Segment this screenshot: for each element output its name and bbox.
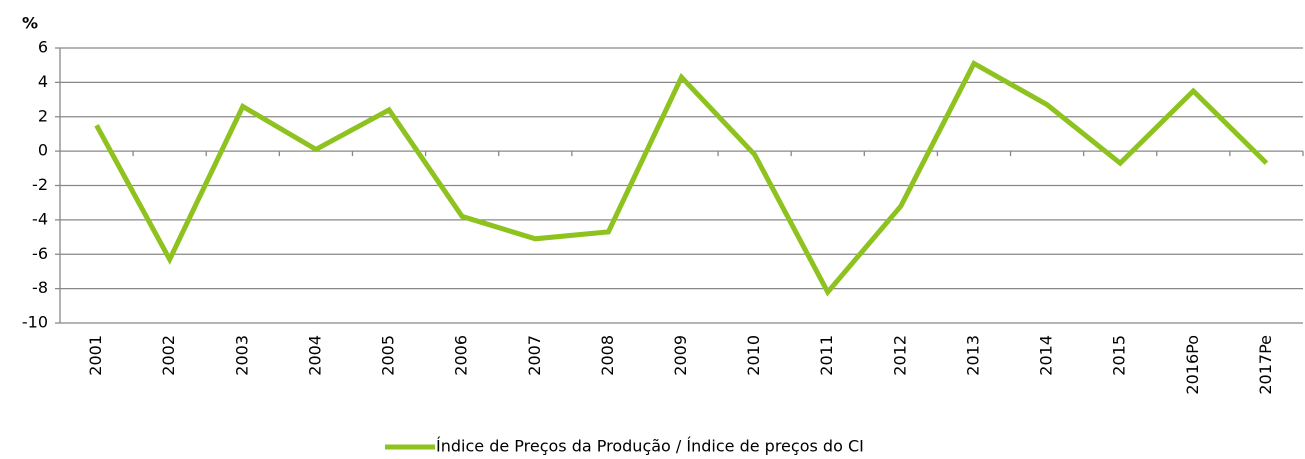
x-tick-label: 2005 — [379, 335, 398, 376]
y-tick-label: -2 — [32, 175, 48, 194]
x-tick-label: 2010 — [744, 335, 763, 376]
x-tick-label: 2012 — [890, 335, 909, 376]
x-tick-label: 2006 — [452, 335, 471, 376]
x-tick-label: 2014 — [1037, 335, 1056, 376]
y-tick-label: 4 — [38, 72, 48, 91]
y-tick-label: -4 — [32, 209, 48, 228]
x-tick-label: 2003 — [232, 335, 251, 376]
x-tick-label: 2011 — [817, 335, 836, 376]
x-tick-label: 2009 — [671, 335, 690, 376]
y-tick-label: -10 — [22, 313, 48, 332]
x-tick-label: 2001 — [86, 335, 105, 376]
y-tick-label: 2 — [38, 106, 48, 125]
y-tick-label: -6 — [32, 244, 48, 263]
y-tick-label: -8 — [32, 278, 48, 297]
x-tick-label: 2004 — [305, 335, 324, 376]
y-tick-label: 0 — [38, 141, 48, 160]
x-tick-label: 2008 — [598, 335, 617, 376]
y-axis-label: % — [22, 14, 38, 33]
y-tick-label: 6 — [38, 38, 48, 57]
x-tick-label: 2016Po — [1183, 335, 1202, 395]
x-tick-label: 2007 — [525, 335, 544, 376]
data-line — [94, 60, 1269, 297]
x-tick-label: 2013 — [963, 335, 982, 376]
x-tick-label: 2017Pe — [1256, 335, 1275, 395]
x-tick-label: 2015 — [1110, 335, 1129, 376]
legend-label: Índice de Preços da Produção / Índice de… — [436, 437, 864, 456]
x-tick-label: 2002 — [159, 335, 178, 376]
